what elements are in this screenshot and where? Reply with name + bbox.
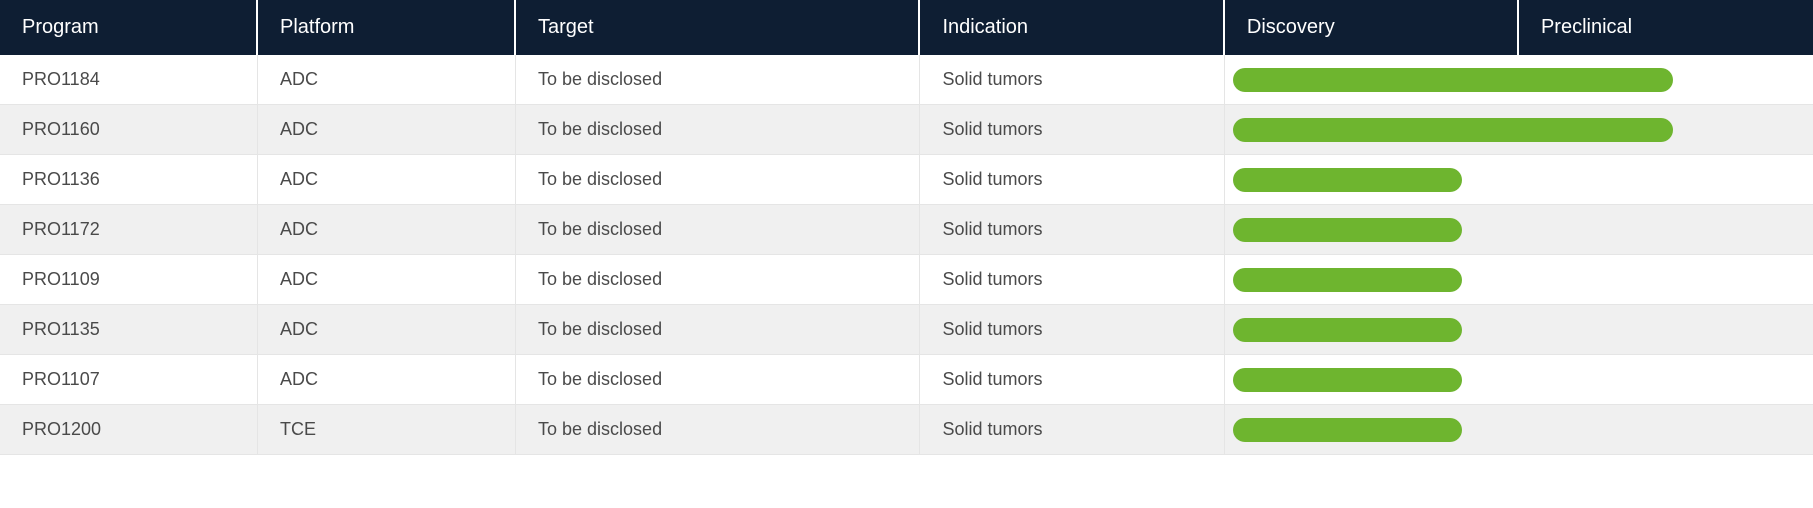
cell-progress (1225, 305, 1813, 355)
cell-program: PRO1107 (0, 355, 258, 405)
cell-platform: ADC (258, 355, 516, 405)
cell-platform: ADC (258, 305, 516, 355)
cell-progress (1225, 205, 1813, 255)
cell-target: To be disclosed (516, 255, 920, 305)
cell-platform: ADC (258, 255, 516, 305)
cell-program: PRO1160 (0, 105, 258, 155)
header-preclinical: Preclinical (1519, 0, 1813, 55)
table-header-row: ProgramPlatformTargetIndicationDiscovery… (0, 0, 1813, 55)
cell-indication: Solid tumors (920, 205, 1224, 255)
cell-target: To be disclosed (516, 55, 920, 105)
header-target: Target (516, 0, 920, 55)
table-row: PRO1136ADCTo be disclosedSolid tumors (0, 155, 1813, 205)
progress-track (1233, 368, 1805, 392)
cell-program: PRO1135 (0, 305, 258, 355)
progress-track (1233, 168, 1805, 192)
cell-platform: ADC (258, 105, 516, 155)
cell-indication: Solid tumors (920, 105, 1224, 155)
cell-program: PRO1136 (0, 155, 258, 205)
cell-indication: Solid tumors (920, 355, 1224, 405)
cell-target: To be disclosed (516, 305, 920, 355)
cell-program: PRO1200 (0, 405, 258, 455)
progress-bar (1233, 218, 1462, 242)
progress-track (1233, 218, 1805, 242)
cell-indication: Solid tumors (920, 305, 1224, 355)
cell-platform: ADC (258, 155, 516, 205)
progress-bar (1233, 318, 1462, 342)
cell-indication: Solid tumors (920, 155, 1224, 205)
progress-track (1233, 418, 1805, 442)
table-row: PRO1135ADCTo be disclosedSolid tumors (0, 305, 1813, 355)
pipeline-table: ProgramPlatformTargetIndicationDiscovery… (0, 0, 1813, 455)
progress-bar (1233, 68, 1674, 92)
table-row: PRO1160ADCTo be disclosedSolid tumors (0, 105, 1813, 155)
cell-target: To be disclosed (516, 355, 920, 405)
table-row: PRO1184ADCTo be disclosedSolid tumors (0, 55, 1813, 105)
header-platform: Platform (258, 0, 516, 55)
cell-program: PRO1184 (0, 55, 258, 105)
progress-track (1233, 318, 1805, 342)
table-row: PRO1107ADCTo be disclosedSolid tumors (0, 355, 1813, 405)
progress-bar (1233, 118, 1674, 142)
cell-target: To be disclosed (516, 155, 920, 205)
table-row: PRO1200TCETo be disclosedSolid tumors (0, 405, 1813, 455)
cell-progress (1225, 355, 1813, 405)
cell-platform: TCE (258, 405, 516, 455)
cell-target: To be disclosed (516, 405, 920, 455)
table-row: PRO1109ADCTo be disclosedSolid tumors (0, 255, 1813, 305)
cell-platform: ADC (258, 205, 516, 255)
cell-program: PRO1109 (0, 255, 258, 305)
progress-bar (1233, 418, 1462, 442)
table-body: PRO1184ADCTo be disclosedSolid tumorsPRO… (0, 55, 1813, 455)
progress-track (1233, 268, 1805, 292)
progress-bar (1233, 168, 1462, 192)
header-indication: Indication (920, 0, 1224, 55)
cell-target: To be disclosed (516, 205, 920, 255)
cell-progress (1225, 405, 1813, 455)
progress-track (1233, 68, 1805, 92)
cell-progress (1225, 155, 1813, 205)
cell-indication: Solid tumors (920, 255, 1224, 305)
progress-bar (1233, 368, 1462, 392)
cell-progress (1225, 105, 1813, 155)
cell-progress (1225, 55, 1813, 105)
table-row: PRO1172ADCTo be disclosedSolid tumors (0, 205, 1813, 255)
header-program: Program (0, 0, 258, 55)
cell-target: To be disclosed (516, 105, 920, 155)
cell-progress (1225, 255, 1813, 305)
cell-platform: ADC (258, 55, 516, 105)
progress-track (1233, 118, 1805, 142)
cell-program: PRO1172 (0, 205, 258, 255)
progress-bar (1233, 268, 1462, 292)
cell-indication: Solid tumors (920, 55, 1224, 105)
header-discovery: Discovery (1225, 0, 1519, 55)
cell-indication: Solid tumors (920, 405, 1224, 455)
